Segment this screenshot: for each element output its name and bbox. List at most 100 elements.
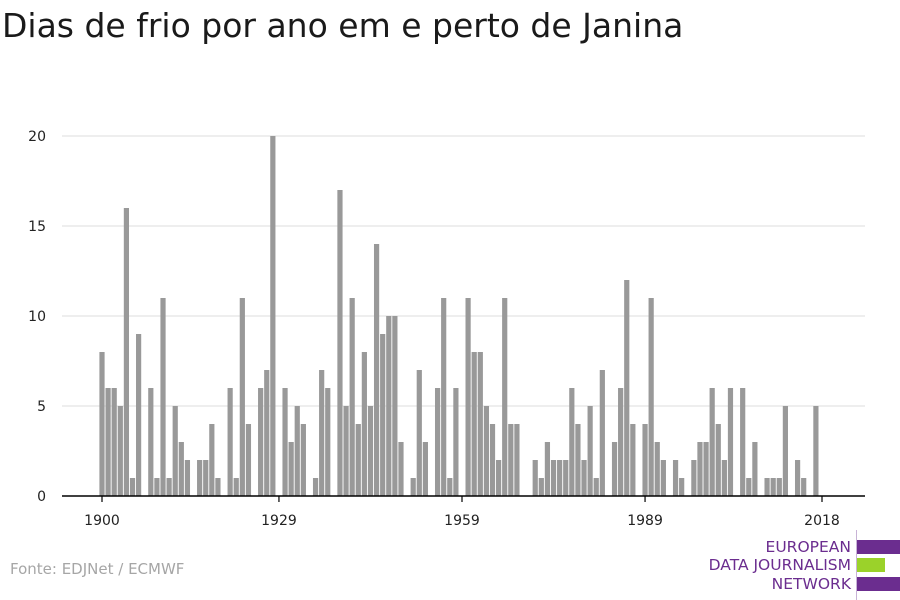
- bar-2003: [727, 388, 734, 496]
- x-tick-label: 2018: [804, 513, 840, 529]
- bar-1986: [624, 280, 630, 496]
- bar-1944: [367, 406, 374, 496]
- bar-1952: [416, 370, 422, 496]
- bar-1964: [489, 424, 496, 496]
- bar-1939: [337, 190, 343, 496]
- bar-1921: [227, 388, 233, 496]
- bar-1933: [300, 424, 306, 496]
- bar-1971: [532, 460, 538, 496]
- logo-text-line2: DATA JOURNALISM: [708, 556, 851, 574]
- bar-1951: [410, 478, 416, 496]
- bar-1904: [123, 208, 130, 496]
- bar-1984: [611, 442, 618, 496]
- bar-1924: [245, 424, 252, 496]
- bar-1972: [538, 478, 544, 496]
- bar-1927: [264, 370, 270, 496]
- bar-1981: [593, 478, 599, 496]
- bar-1980: [587, 406, 593, 496]
- page-title: Dias de frio por ano em e perto de Janin…: [2, 6, 684, 45]
- bar-1911: [166, 478, 172, 496]
- bar-1947: [386, 316, 392, 496]
- bar-1900: [99, 352, 105, 496]
- bar-1930: [282, 388, 288, 496]
- bar-1999: [703, 442, 709, 496]
- bar-2006: [746, 478, 752, 496]
- bar-1960: [465, 298, 471, 496]
- bar-2009: [764, 478, 770, 496]
- bar-1985: [618, 388, 624, 496]
- bar-2012: [782, 406, 788, 496]
- x-tick-label: 1929: [261, 513, 297, 529]
- bar-1928: [270, 136, 276, 496]
- bar-1902: [111, 388, 117, 496]
- logo-text-line1: EUROPEAN: [765, 538, 851, 556]
- bar-1949: [398, 442, 404, 496]
- bar-1943: [361, 352, 367, 496]
- bar-1948: [392, 316, 398, 496]
- bar-1956: [441, 298, 447, 496]
- bar-1909: [154, 478, 160, 496]
- bar-1961: [471, 352, 477, 496]
- bar-1937: [325, 388, 331, 496]
- bar-1926: [258, 388, 264, 496]
- bar-1908: [148, 388, 154, 496]
- bar-1979: [581, 460, 587, 496]
- bar-1945: [373, 244, 380, 496]
- bar-2010: [770, 478, 776, 496]
- bar-1940: [343, 406, 349, 496]
- bar-1989: [642, 424, 648, 496]
- bar-1906: [136, 334, 142, 496]
- bar-1932: [294, 406, 300, 496]
- x-tick-label: 1900: [84, 513, 120, 529]
- bar-1935: [312, 478, 319, 496]
- bar-1919: [215, 478, 221, 496]
- bar-1997: [691, 460, 697, 496]
- bar-1992: [660, 460, 666, 496]
- axes: 0 5 10 15 20 1900 1929 1959 1989 2018: [28, 129, 865, 529]
- bar-1913: [178, 442, 184, 496]
- bar-1977: [569, 388, 575, 496]
- bar-1975: [557, 460, 563, 496]
- bar-2001: [715, 424, 721, 496]
- bar-1994: [672, 460, 679, 496]
- bar-2017: [813, 406, 819, 496]
- bars: [99, 136, 819, 496]
- x-tick-label: 1959: [444, 513, 480, 529]
- bar-1987: [630, 424, 636, 496]
- logo-text-line3: NETWORK: [771, 575, 851, 593]
- y-tick-label: 0: [37, 489, 46, 505]
- bar-1903: [117, 406, 123, 496]
- logo-bar-1: [857, 540, 900, 554]
- y-tick-label: 5: [37, 399, 46, 415]
- bar-1976: [563, 460, 569, 496]
- bar-1965: [496, 460, 502, 496]
- edjnet-logo: EUROPEAN DATA JOURNALISM NETWORK: [700, 530, 900, 600]
- bar-1912: [172, 406, 178, 496]
- bar-1958: [453, 388, 459, 496]
- bar-2005: [740, 388, 746, 496]
- bar-1931: [288, 442, 294, 496]
- bar-1973: [544, 442, 551, 496]
- logo-bar-3: [857, 577, 900, 591]
- bar-1962: [477, 352, 483, 496]
- y-tick-label: 20: [28, 129, 46, 145]
- y-tick-label: 15: [28, 219, 46, 235]
- bar-1968: [514, 424, 520, 496]
- bar-1923: [239, 298, 245, 496]
- y-tick-label: 10: [28, 309, 46, 325]
- bar-1941: [349, 298, 355, 496]
- bar-2002: [721, 460, 727, 496]
- grid-lines: [62, 135, 865, 407]
- bar-2000: [709, 388, 715, 496]
- bar-1946: [380, 334, 386, 496]
- bar-1918: [209, 424, 215, 496]
- bar-1991: [654, 442, 660, 496]
- bar-1995: [679, 478, 685, 496]
- bar-1922: [233, 478, 239, 496]
- logo-divider: [856, 530, 857, 600]
- bar-1955: [434, 388, 441, 496]
- bar-1957: [447, 478, 453, 496]
- bar-2014: [794, 460, 801, 496]
- bar-1990: [648, 298, 654, 496]
